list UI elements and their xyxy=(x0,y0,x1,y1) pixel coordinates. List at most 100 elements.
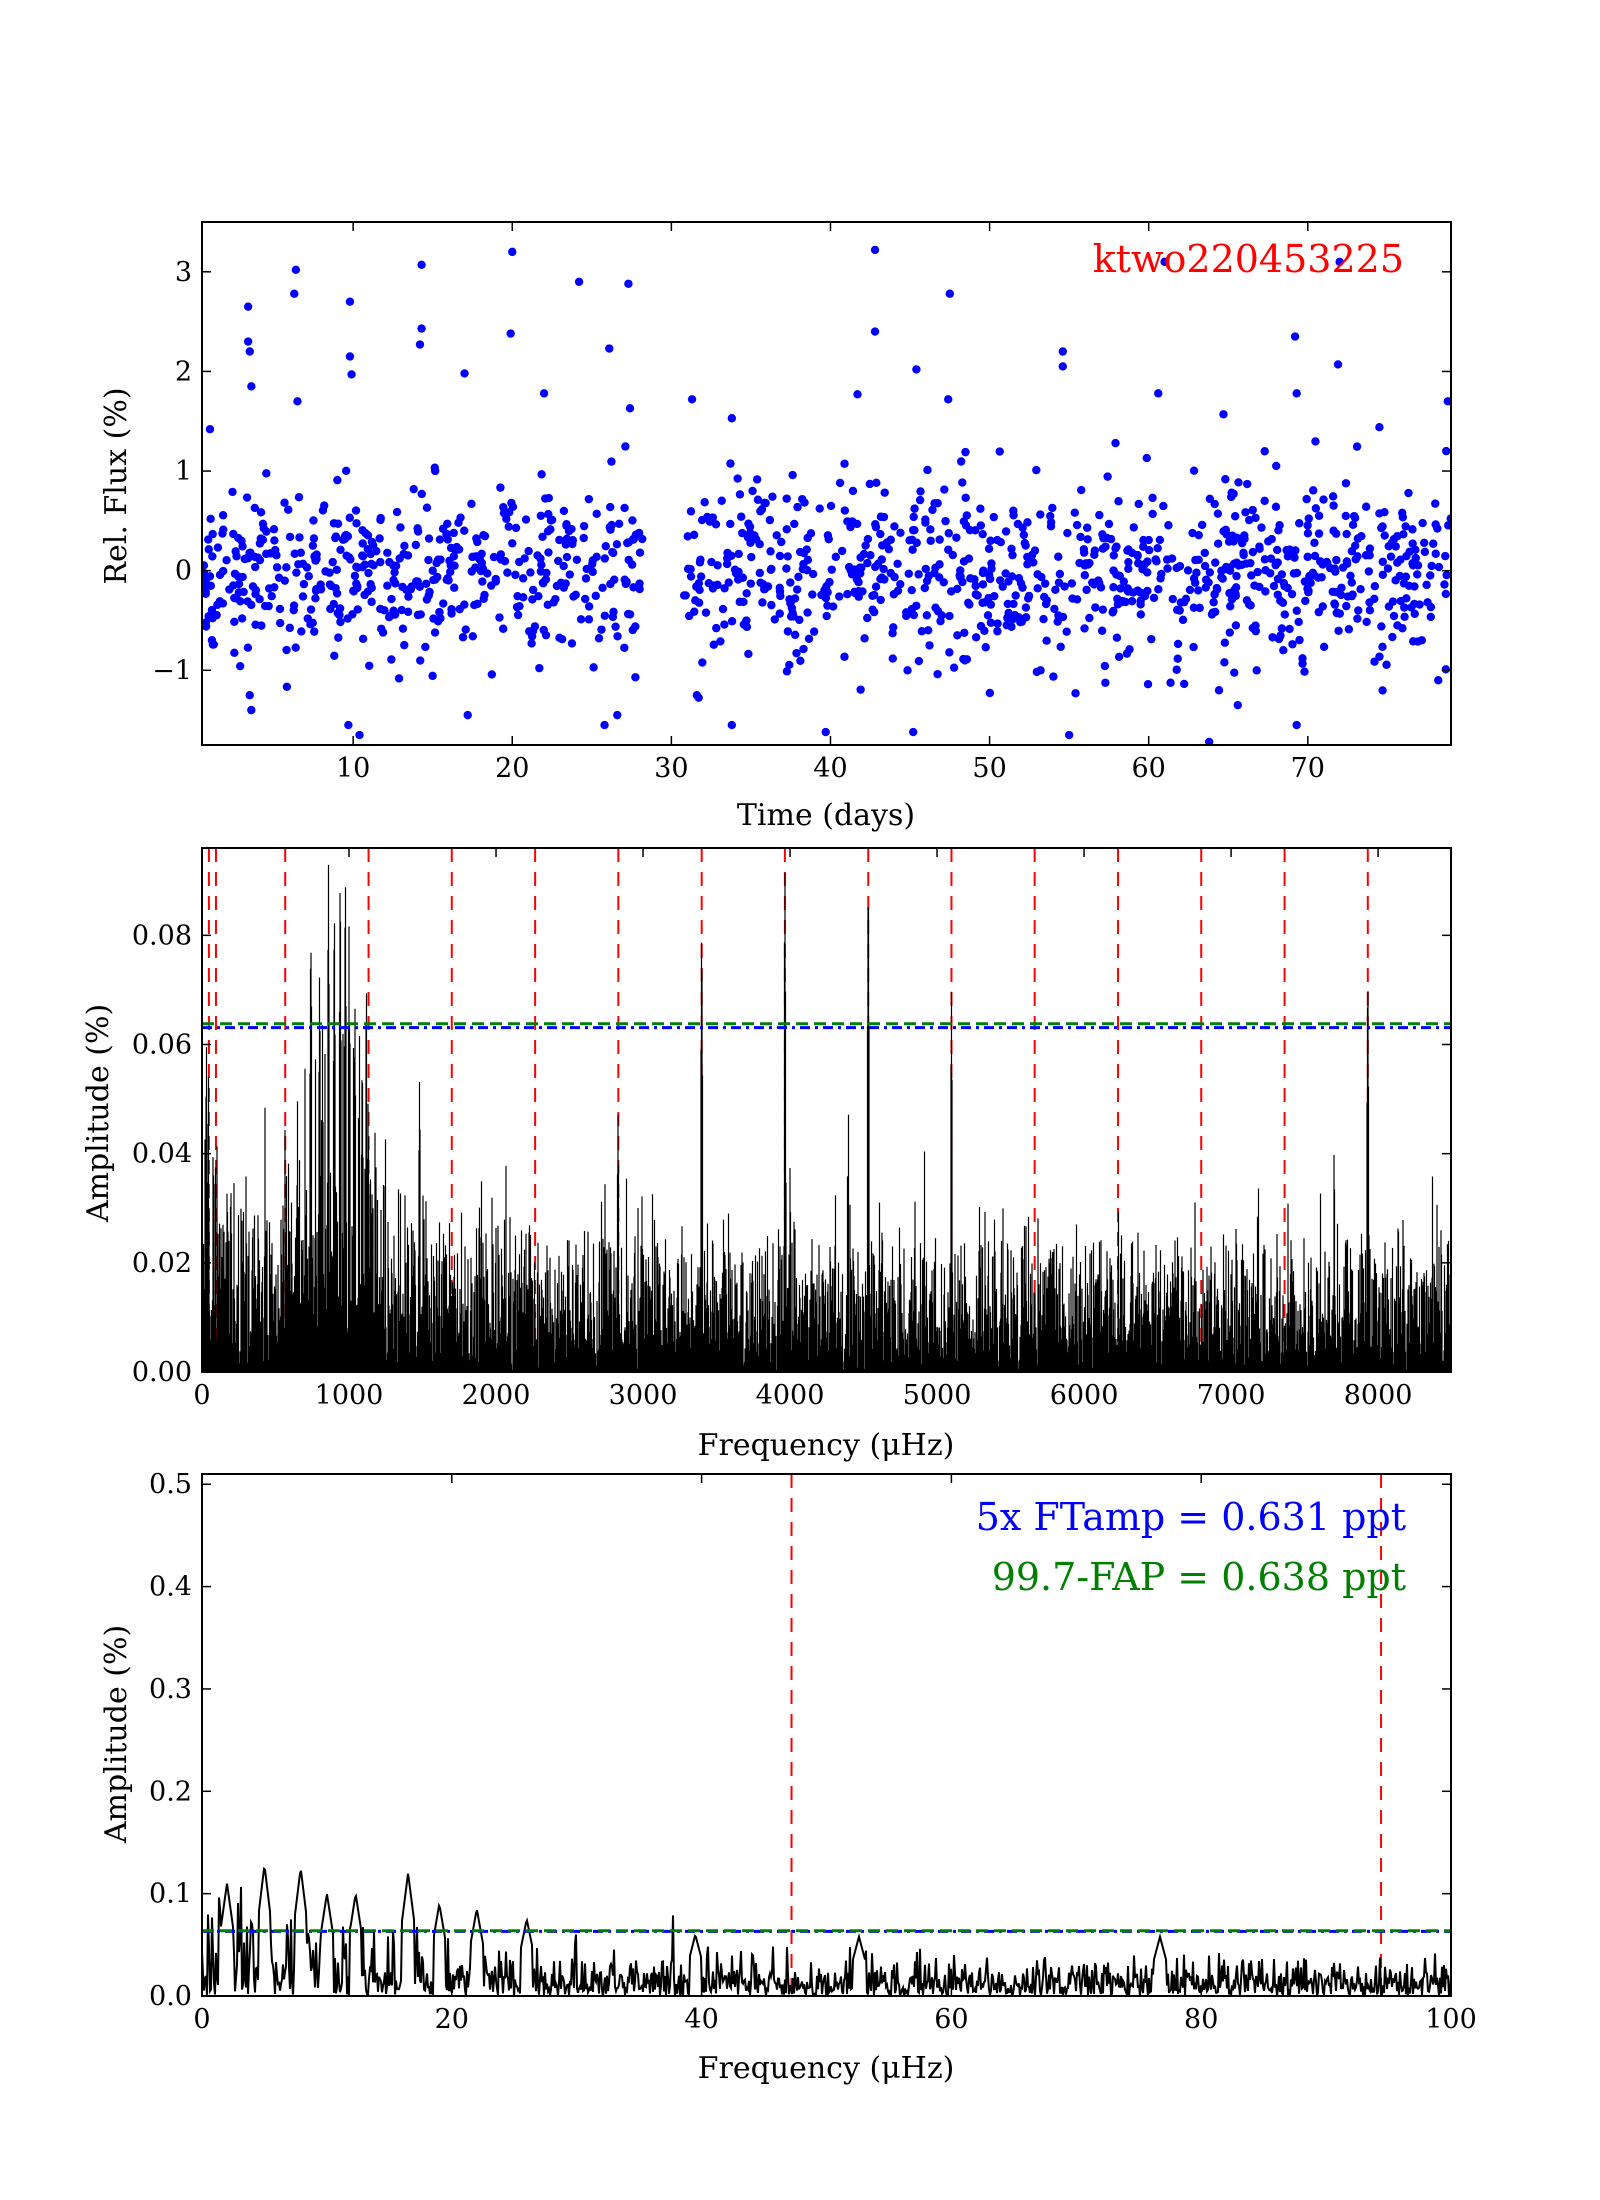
flux-point xyxy=(1001,527,1011,536)
flux-point xyxy=(937,611,946,620)
flux-point xyxy=(1434,562,1444,572)
flux-point xyxy=(802,565,812,575)
flux-point xyxy=(511,570,520,580)
flux-point xyxy=(222,556,231,565)
flux-point xyxy=(1393,621,1402,630)
flux-point xyxy=(1288,640,1297,649)
x-tick-label: 40 xyxy=(813,753,847,784)
flux-point xyxy=(1332,555,1341,565)
flux-point xyxy=(330,651,339,661)
flux-point xyxy=(786,578,795,587)
flux-point xyxy=(1292,606,1301,615)
flux-point xyxy=(1272,461,1281,471)
flux-point xyxy=(983,611,993,620)
flux-point xyxy=(417,489,426,499)
flux-point xyxy=(1049,672,1058,681)
flux-point xyxy=(542,568,551,578)
flux-point xyxy=(568,536,578,545)
flux-point xyxy=(1042,636,1051,645)
flux-point xyxy=(417,260,426,270)
flux-point xyxy=(1314,511,1324,520)
light-curve-points xyxy=(202,245,1451,745)
flux-point xyxy=(349,586,358,596)
flux-point xyxy=(447,605,456,614)
flux-point xyxy=(1248,505,1257,515)
flux-point xyxy=(726,459,735,468)
flux-point xyxy=(1192,568,1201,577)
flux-point xyxy=(993,627,1002,636)
flux-point xyxy=(351,506,361,515)
x-tick-label: 3000 xyxy=(609,1380,678,1411)
flux-point xyxy=(712,623,721,633)
flux-point xyxy=(756,507,765,516)
flux-point xyxy=(293,397,302,406)
flux-point xyxy=(1260,555,1270,564)
flux-point xyxy=(489,552,499,562)
flux-point xyxy=(765,515,775,525)
flux-point xyxy=(1407,603,1416,612)
flux-point xyxy=(1173,639,1183,649)
flux-point xyxy=(1009,506,1018,515)
flux-point xyxy=(1429,539,1438,548)
flux-point xyxy=(683,564,693,574)
flux-point xyxy=(1064,730,1074,740)
flux-point xyxy=(243,337,253,346)
flux-point xyxy=(422,503,432,512)
flux-point xyxy=(782,494,791,503)
flux-point xyxy=(958,478,967,487)
flux-point xyxy=(782,564,791,573)
flux-point xyxy=(1241,508,1250,517)
flux-point xyxy=(1232,558,1241,567)
flux-point xyxy=(234,533,243,543)
flux-point xyxy=(986,536,995,545)
flux-point xyxy=(536,511,546,520)
flux-point xyxy=(853,390,862,399)
flux-point xyxy=(334,633,343,642)
flux-point xyxy=(1295,635,1304,645)
flux-point xyxy=(350,571,360,581)
x-tick-label: 30 xyxy=(654,753,688,784)
flux-point xyxy=(375,534,384,543)
flux-point xyxy=(794,572,803,582)
flux-point xyxy=(871,582,881,591)
flux-point xyxy=(472,552,481,561)
flux-point xyxy=(971,526,980,535)
flux-point xyxy=(1346,571,1355,580)
flux-point xyxy=(959,517,969,526)
flux-point xyxy=(704,579,714,588)
flux-point xyxy=(403,607,413,617)
flux-point xyxy=(1098,530,1107,539)
flux-point xyxy=(884,544,894,554)
flux-point xyxy=(1004,608,1013,618)
flux-point xyxy=(753,495,763,504)
flux-point xyxy=(1201,583,1210,592)
flux-point xyxy=(1010,611,1020,620)
flux-point xyxy=(1018,583,1027,592)
flux-point xyxy=(1123,587,1133,596)
flux-point xyxy=(767,600,776,610)
flux-point xyxy=(384,613,394,622)
flux-point xyxy=(528,626,538,635)
y-tick-label: 0.06 xyxy=(132,1030,192,1061)
flux-point xyxy=(1056,642,1065,651)
flux-point xyxy=(1060,582,1069,591)
flux-point xyxy=(783,552,792,561)
flux-point xyxy=(775,609,784,618)
flux-point xyxy=(310,552,319,561)
flux-point xyxy=(686,507,696,516)
flux-point xyxy=(376,557,385,567)
flux-point xyxy=(933,499,942,508)
x-tick-label: 2000 xyxy=(462,1380,531,1411)
flux-point xyxy=(1383,564,1393,573)
flux-point xyxy=(460,600,469,609)
flux-point xyxy=(624,279,633,288)
flux-point xyxy=(1154,585,1163,594)
flux-point xyxy=(739,597,748,607)
y-tick-label: 0.02 xyxy=(132,1248,192,1279)
flux-point xyxy=(239,587,248,597)
flux-point xyxy=(1377,622,1386,631)
flux-point xyxy=(417,324,426,333)
flux-point xyxy=(876,512,886,521)
flux-point xyxy=(544,548,553,557)
flux-point xyxy=(1101,542,1110,551)
